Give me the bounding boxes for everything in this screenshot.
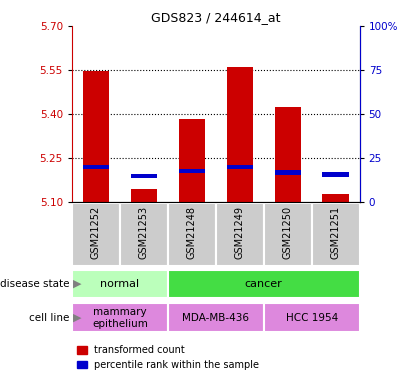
Bar <box>131 174 157 178</box>
Text: GSM21248: GSM21248 <box>187 206 197 259</box>
Text: ▶: ▶ <box>74 279 82 289</box>
Bar <box>83 165 109 170</box>
Bar <box>168 202 216 266</box>
Text: disease state: disease state <box>0 279 69 289</box>
Bar <box>179 119 205 202</box>
Bar <box>226 165 253 170</box>
Text: GSM21249: GSM21249 <box>235 206 245 259</box>
Bar <box>264 303 360 332</box>
Text: normal: normal <box>100 279 139 289</box>
Bar <box>72 270 168 298</box>
Text: GSM21250: GSM21250 <box>283 206 293 259</box>
Bar <box>226 67 253 203</box>
Bar <box>120 202 168 266</box>
Bar <box>83 71 109 202</box>
Legend: transformed count, percentile rank within the sample: transformed count, percentile rank withi… <box>77 345 259 370</box>
Text: GSM21253: GSM21253 <box>139 206 149 259</box>
Text: cell line: cell line <box>29 313 69 323</box>
Text: GSM21252: GSM21252 <box>91 206 101 259</box>
Bar <box>72 202 120 266</box>
Bar <box>216 202 264 266</box>
Bar <box>168 270 360 298</box>
Text: GSM21251: GSM21251 <box>331 206 341 259</box>
Title: GDS823 / 244614_at: GDS823 / 244614_at <box>151 11 281 24</box>
Bar <box>264 202 312 266</box>
Bar <box>312 202 360 266</box>
Text: HCC 1954: HCC 1954 <box>286 313 338 323</box>
Bar <box>323 172 349 177</box>
Bar <box>72 303 168 332</box>
Text: mammary
epithelium: mammary epithelium <box>92 307 148 328</box>
Bar <box>179 169 205 173</box>
Bar <box>323 194 349 202</box>
Text: MDA-MB-436: MDA-MB-436 <box>182 313 249 323</box>
Text: ▶: ▶ <box>74 313 82 323</box>
Text: cancer: cancer <box>245 279 283 289</box>
Bar <box>275 170 301 175</box>
Bar <box>131 189 157 202</box>
Bar <box>168 303 264 332</box>
Bar <box>275 107 301 202</box>
